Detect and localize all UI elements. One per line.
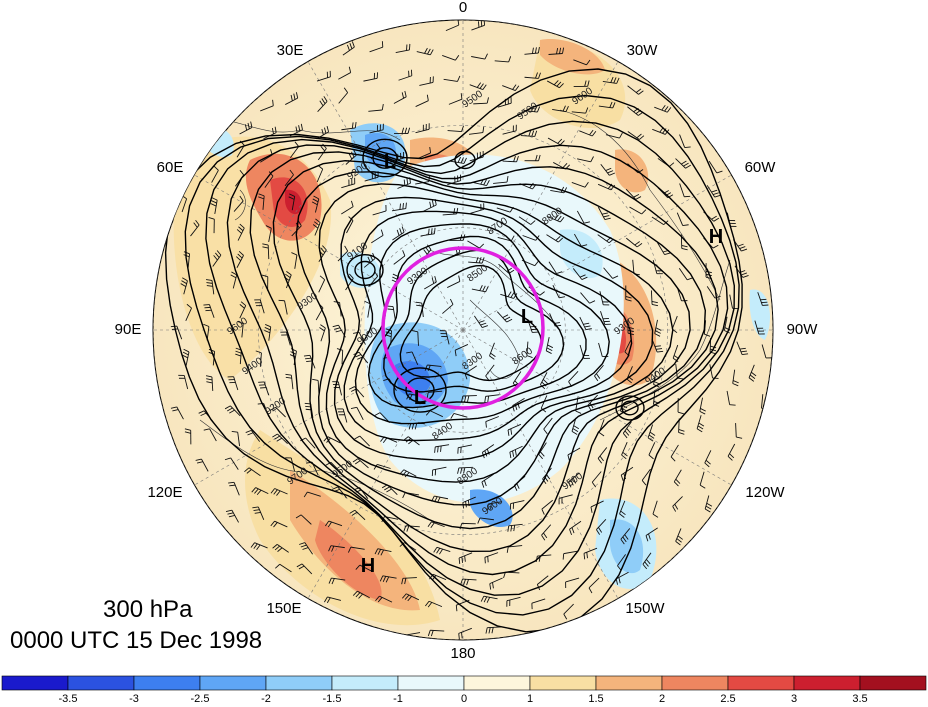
longitude-label: 90W [787,321,819,338]
colorbar-tick-label: 1.5 [588,693,603,702]
longitude-label: 90E [115,321,142,338]
colorbar-tick-label: 1 [527,693,533,702]
colorbar-swatch [596,676,662,690]
colorbar-tick-label: -1 [393,693,403,702]
colorbar-swatch [464,676,530,690]
longitude-label: 30E [277,42,304,59]
colorbar-swatch [2,676,68,690]
longitude-label: 180 [450,645,475,662]
longitude-label: 60W [745,159,777,176]
colorbar: -3.5 -3 -2.5 -2 -1.5 -1 0 1 1.5 2 2.5 3 3.5 [2,676,926,702]
colorbar-swatch [266,676,332,690]
colorbar-tick-label: -3.5 [59,693,78,702]
high-pressure-center: H [361,555,375,577]
longitude-label: 150E [266,600,301,617]
colorbar-tick-label: 2 [659,693,665,702]
colorbar-swatch [860,676,926,690]
longitude-label: 120W [745,484,785,501]
longitude-label: 0 [459,0,467,16]
longitude-label: 60E [157,159,184,176]
longitude-label: 30W [627,42,659,59]
time-title: 0000 UTC 15 Dec 1998 [10,627,262,654]
level-title: 300 hPa [103,596,193,623]
colorbar-swatch [332,676,398,690]
low-pressure-center: L [384,151,396,173]
colorbar-tick-label: 0 [461,693,467,702]
colorbar-swatch [68,676,134,690]
low-pressure-center: L [521,306,533,328]
colorbar-tick-label: -2.5 [191,693,210,702]
colorbar-tick-label: -2 [261,693,271,702]
colorbar-tick-label: 3 [791,693,797,702]
colorbar-swatch [794,676,860,690]
colorbar-swatch [662,676,728,690]
colorbar-tick-label: 3.5 [852,693,867,702]
colorbar-swatch [398,676,464,690]
colorbar-tick-label: -3 [129,693,139,702]
colorbar-swatch [530,676,596,690]
longitude-label: 150W [625,600,665,617]
colorbar-swatch [728,676,794,690]
colorbar-swatch [134,676,200,690]
colorbar-swatch [200,676,266,690]
colorbar-tick-label: 2.5 [720,693,735,702]
longitude-label: 120E [147,484,182,501]
high-pressure-center: H [709,226,723,248]
low-pressure-center: L [414,387,426,409]
colorbar-tick-label: -1.5 [323,693,342,702]
